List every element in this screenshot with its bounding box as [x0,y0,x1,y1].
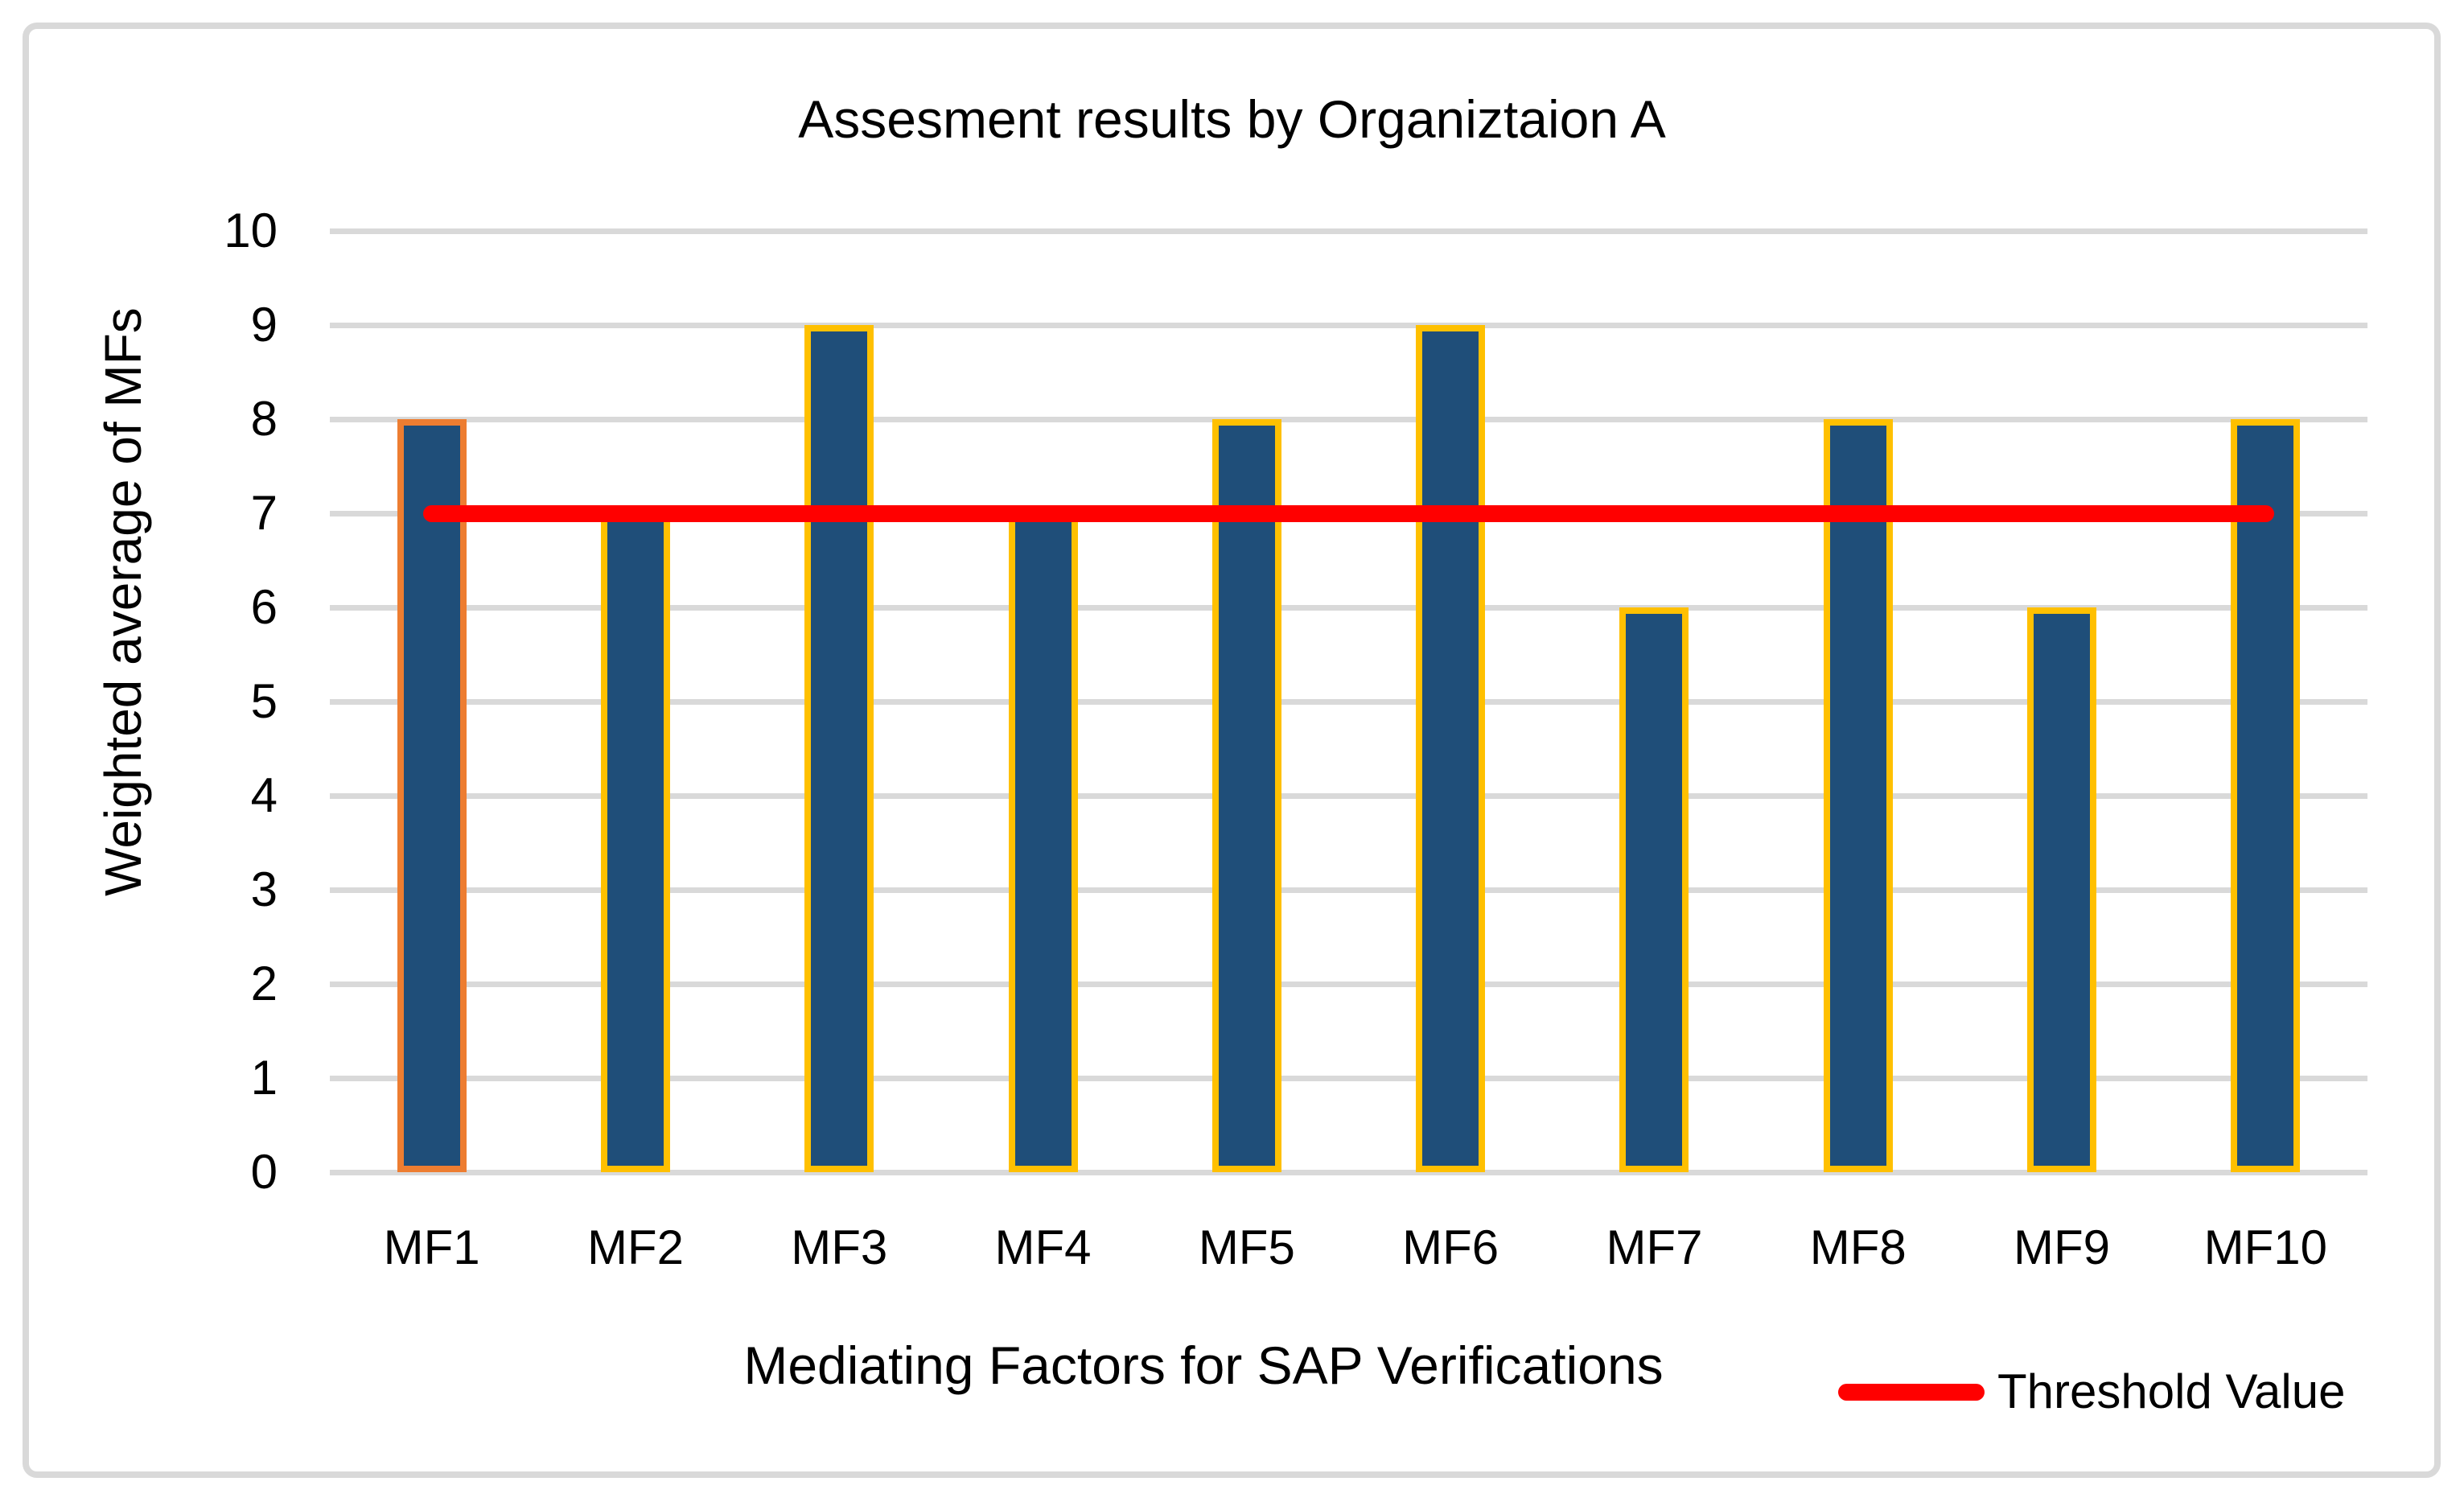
bar-MF6 [1416,325,1486,1172]
bar-MF4 [1008,513,1078,1172]
gridline-y6 [330,604,2367,611]
y-tick-label-5: 5 [250,674,278,728]
x-tick-label-MF3: MF3 [791,1220,888,1274]
threshold-legend-line-icon [1838,1383,1985,1401]
x-axis-title: Mediating Factors for SAP Verifications [743,1335,1664,1395]
bar-MF5 [1211,419,1281,1172]
y-tick-label-0: 0 [250,1145,278,1199]
gridline-y9 [330,322,2367,328]
bar-MF8 [1823,419,1893,1172]
y-axis-title: Weighted average of MFs [94,307,152,896]
y-tick-label-10: 10 [224,204,278,257]
x-tick-label-MF6: MF6 [1402,1220,1499,1274]
chart-title: Assesment results by Organiztaion A [798,89,1666,149]
bar-MF2 [600,513,670,1172]
x-tick-label-MF7: MF7 [1606,1220,1703,1274]
legend-label: Threshold Value [1997,1364,2346,1418]
gridline-y1 [330,1075,2367,1081]
x-tick-label-MF1: MF1 [383,1220,480,1274]
legend: Threshold Value [1838,1365,2345,1418]
gridline-y2 [330,981,2367,987]
x-tick-label-MF2: MF2 [586,1220,684,1274]
x-axis-tick-labels: MF1 MF2 MF3 MF4 MF5 MF6 MF7 MF8 MF9 MF10 [330,1224,2367,1280]
gridline-y4 [330,792,2367,799]
gridline-y8 [330,416,2367,422]
y-tick-label-6: 6 [250,580,278,634]
gridline-y5 [330,698,2367,705]
y-tick-label-9: 9 [250,298,278,352]
x-tick-label-MF5: MF5 [1198,1220,1295,1274]
bar-MF9 [2027,607,2097,1172]
bar-MF3 [804,325,874,1172]
x-tick-label-MF10: MF10 [2203,1220,2328,1274]
bar-MF10 [2231,419,2301,1172]
y-tick-label-1: 1 [250,1051,278,1105]
x-tick-label-MF8: MF8 [1809,1220,1907,1274]
plot-area [330,228,2367,1175]
y-tick-label-8: 8 [250,392,278,446]
chart-border-frame [23,23,2441,1478]
gridline-y0 [330,1169,2367,1175]
bar-MF1 [397,419,467,1172]
gridline-y3 [330,887,2367,893]
x-tick-label-MF9: MF9 [2014,1220,2111,1274]
y-tick-label-7: 7 [250,486,278,540]
gridline-y10 [330,228,2367,234]
y-tick-label-4: 4 [250,768,278,822]
x-tick-label-MF4: MF4 [994,1220,1092,1274]
bar-MF7 [1619,607,1689,1172]
threshold-line [423,504,2274,522]
y-tick-label-2: 2 [250,957,278,1010]
y-tick-label-3: 3 [250,862,278,916]
